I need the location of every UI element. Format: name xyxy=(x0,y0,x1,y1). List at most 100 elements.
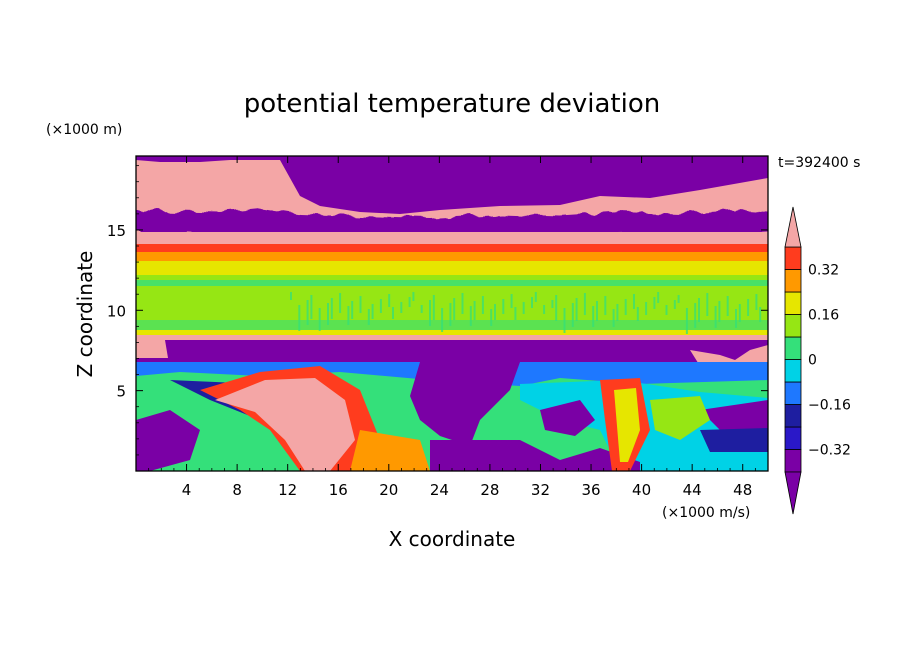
colorbar-min-extend xyxy=(784,471,802,515)
streak xyxy=(327,303,329,325)
streak xyxy=(531,297,533,308)
streak xyxy=(543,305,546,314)
x-tick-label: 28 xyxy=(480,481,499,499)
colorbar-segment xyxy=(784,449,802,473)
streak xyxy=(494,304,496,320)
streak xyxy=(392,307,394,319)
streak xyxy=(604,296,607,315)
streak xyxy=(379,299,382,313)
streak xyxy=(408,297,411,307)
streak xyxy=(592,306,595,327)
x-tick-label: 16 xyxy=(329,481,348,499)
streak xyxy=(735,309,737,328)
streak xyxy=(461,293,464,314)
x-tick-label: 48 xyxy=(733,481,752,499)
colorbar-segment xyxy=(784,291,802,315)
streak xyxy=(673,300,676,309)
streak xyxy=(653,297,656,309)
streak xyxy=(510,294,513,308)
streak xyxy=(453,298,456,320)
x-tick-label: 24 xyxy=(430,481,449,499)
streak xyxy=(677,295,680,303)
streak xyxy=(624,299,627,315)
streak xyxy=(571,303,574,327)
streak xyxy=(400,302,403,313)
streak xyxy=(685,308,688,334)
y-tick-label: 5 xyxy=(116,383,126,401)
upper-negative-region xyxy=(136,156,768,214)
x-tick-label: 12 xyxy=(278,481,297,499)
streak xyxy=(318,308,321,331)
streak xyxy=(551,300,554,308)
streak xyxy=(714,306,717,328)
colorbar-tick-label: 0 xyxy=(808,353,817,369)
x-tick-label: 40 xyxy=(632,481,651,499)
streak xyxy=(657,292,660,303)
streak xyxy=(706,293,709,316)
streak xyxy=(473,301,476,320)
x-tick-label: 32 xyxy=(531,481,550,499)
x-tick-label: 44 xyxy=(683,481,702,499)
streak xyxy=(502,299,505,314)
streak xyxy=(359,296,362,313)
streak xyxy=(330,298,333,319)
streak xyxy=(563,308,566,333)
streak xyxy=(718,301,721,322)
x-axis: 4 8 12 16 20 24 28 32 36 40 44 48 xyxy=(148,156,756,499)
y-unit-label: (×1000 m) xyxy=(46,122,122,138)
y-axis: 5 10 15 xyxy=(107,165,768,456)
streak xyxy=(759,307,762,322)
colorbar-tick-label: 0.32 xyxy=(808,263,839,279)
streak xyxy=(429,300,431,326)
x-tick-label: 8 xyxy=(232,481,242,499)
streak xyxy=(367,309,370,325)
streak xyxy=(596,301,598,321)
x-axis-title: X coordinate xyxy=(389,527,516,551)
green-band-streaks xyxy=(290,292,762,334)
streak xyxy=(633,294,635,309)
colorbar-segment xyxy=(784,426,802,450)
streak xyxy=(347,306,350,325)
streak xyxy=(449,303,452,326)
streak xyxy=(694,303,697,328)
y-tick-label: 15 xyxy=(107,222,126,240)
streak xyxy=(755,294,758,310)
streak xyxy=(738,304,741,322)
streak xyxy=(583,293,586,315)
colorbar-max-extend xyxy=(784,206,802,248)
streak xyxy=(310,295,313,319)
streak xyxy=(388,294,391,307)
streak xyxy=(351,301,354,319)
time-label: t=392400 s xyxy=(778,155,860,171)
streak xyxy=(612,309,615,327)
x-tick-label: 36 xyxy=(581,481,600,499)
streak xyxy=(412,292,415,301)
colorbar-segment xyxy=(784,269,802,293)
streak xyxy=(441,308,444,332)
x-unit-label: (×1000 m/s) xyxy=(662,505,750,521)
chart-title: potential temperature deviation xyxy=(244,89,660,119)
streak xyxy=(481,296,484,314)
streak xyxy=(514,307,517,320)
streak xyxy=(490,309,493,326)
y-axis-title: Z coordinate xyxy=(73,251,97,378)
colorbar-segment xyxy=(784,381,802,405)
streak xyxy=(371,304,374,319)
colorbar-tick-label: −0.16 xyxy=(808,398,851,414)
streak xyxy=(420,305,423,313)
streak xyxy=(698,298,700,322)
streak xyxy=(665,305,668,315)
streak xyxy=(534,292,537,302)
x-tick-label: 20 xyxy=(379,481,398,499)
streak xyxy=(747,299,750,316)
streak xyxy=(339,293,342,313)
streak xyxy=(555,295,558,321)
streak xyxy=(522,302,525,314)
streak xyxy=(469,306,472,326)
streak xyxy=(290,292,292,300)
colorbar-segment xyxy=(784,246,802,270)
streak xyxy=(298,305,301,331)
y-tick-label: 10 xyxy=(107,302,126,320)
plot-area xyxy=(136,156,768,471)
